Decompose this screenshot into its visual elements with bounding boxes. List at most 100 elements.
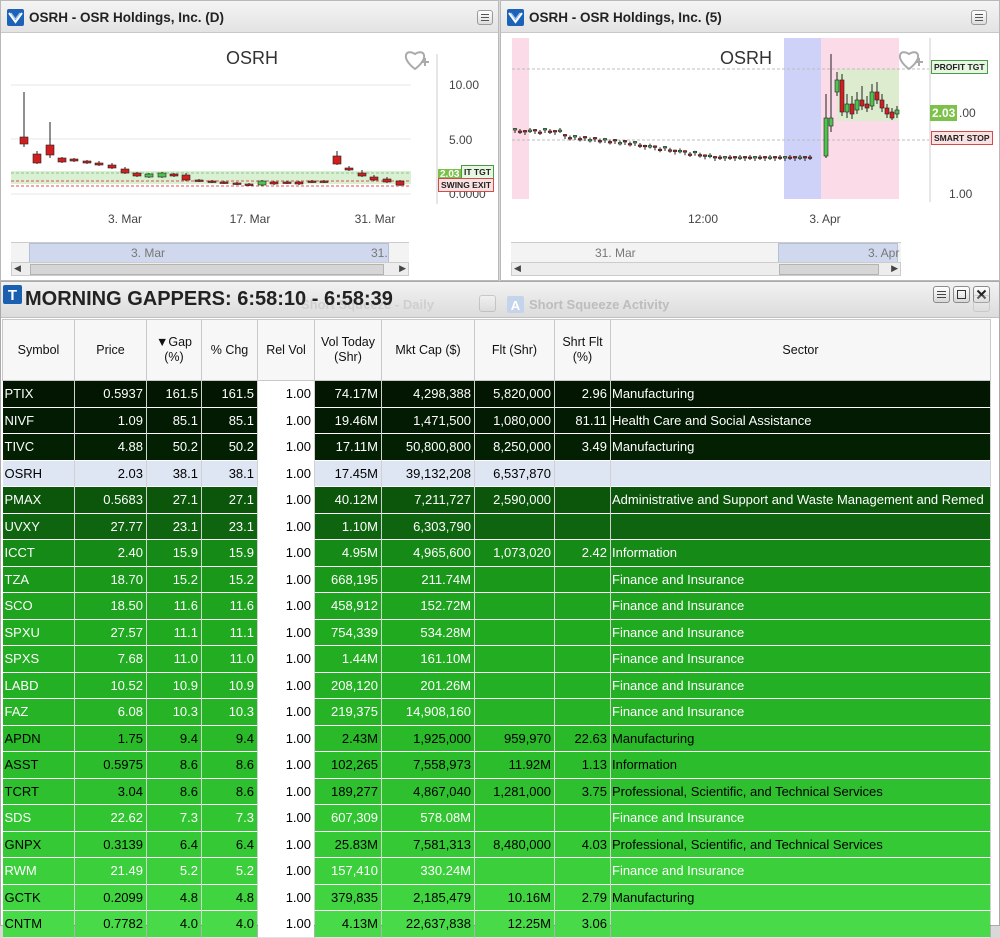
cell-symbol[interactable]: SDS — [2, 804, 75, 832]
candle-body — [607, 141, 613, 144]
cell-symbol[interactable]: GNPX — [2, 831, 75, 858]
intraday-chart-area[interactable]: OSRH 1.00 12:00 3. Apr PROFIT TGT 2.03 .… — [501, 34, 999, 280]
cell-sector: Finance and Insurance — [610, 698, 991, 726]
candle-body — [717, 156, 723, 159]
column-header-9[interactable]: Sector — [610, 319, 991, 381]
cell-symbol[interactable]: TZA — [2, 566, 75, 593]
intraday-navigator-scrollbar[interactable]: ◀ ▶ — [511, 262, 901, 276]
daily-navigator-scrollbar[interactable]: ◀ ▶ — [11, 262, 409, 276]
column-header-7[interactable]: Flt (Shr) — [474, 319, 555, 381]
table-row[interactable]: TZA 18.70 15.2 15.2 1.00 668,195 211.74M Financ… — [2, 566, 991, 593]
cell-symbol[interactable]: GCTK — [2, 884, 75, 911]
daily-scrollbar-thumb[interactable] — [30, 264, 384, 275]
column-header-2[interactable]: ▼Gap (%) — [146, 319, 202, 381]
cell-flt: 8,480,000 — [474, 831, 555, 858]
table-row[interactable]: ASST 0.5975 8.6 8.6 1.00 102,265 7,558,973 11.9… — [2, 751, 991, 779]
cell-relvol: 1.00 — [257, 857, 315, 885]
intraday-navigator-label-start: 31. Mar — [595, 246, 636, 260]
daily-navigator[interactable]: 3. Mar 31. Mar ◀ ▶ — [1, 242, 419, 276]
table-row[interactable]: GCTK 0.2099 4.8 4.8 1.00 379,835 2,185,479 10.1… — [2, 884, 991, 911]
column-header-1[interactable]: Price — [74, 319, 147, 381]
scroll-right-arrow-icon[interactable]: ▶ — [399, 263, 406, 273]
cell-symbol[interactable]: TCRT — [2, 778, 75, 805]
table-row[interactable]: UVXY 27.77 23.1 23.1 1.00 1.10M 6,303,790 — [2, 513, 991, 540]
cell-symbol[interactable]: CNTM — [2, 910, 75, 938]
table-row[interactable]: TIVC 4.88 50.2 50.2 1.00 17.11M 50,800,800 8,25… — [2, 433, 991, 461]
table-row[interactable]: OSRH 2.03 38.1 38.1 1.00 17.45M 39,132,208 6,53… — [2, 460, 991, 487]
cell-flt: 12.25M — [474, 910, 555, 938]
column-header-3[interactable]: % Chg — [201, 319, 258, 381]
daily-chart-titlebar[interactable]: OSRH - OSR Holdings, Inc. (D) — [1, 1, 498, 33]
cell-symbol[interactable]: OSRH — [2, 460, 75, 487]
cell-sector: Finance and Insurance — [610, 566, 991, 593]
daily-navigator-selection[interactable] — [29, 243, 389, 263]
cell-vol: 17.11M — [314, 433, 382, 461]
cell-symbol[interactable]: SCO — [2, 592, 75, 620]
cell-symbol[interactable]: RWM — [2, 857, 75, 885]
cell-symbol[interactable]: PMAX — [2, 486, 75, 514]
table-row[interactable]: TCRT 3.04 8.6 8.6 1.00 189,277 4,867,040 1,281,… — [2, 778, 991, 805]
daily-y-tick-5: 5.00 — [449, 133, 473, 147]
intraday-chart-titlebar[interactable]: OSRH - OSR Holdings, Inc. (5) — [501, 1, 999, 33]
cell-mktcap: 39,132,208 — [381, 460, 475, 487]
cell-symbol[interactable]: TIVC — [2, 433, 75, 461]
table-row[interactable]: CNTM 0.7782 4.0 4.0 1.00 4.13M 22,637,838 12.25… — [2, 910, 991, 938]
cell-vol: 102,265 — [314, 751, 382, 779]
table-row[interactable]: SPXU 27.57 11.1 11.1 1.00 754,339 534.28M Finan… — [2, 619, 991, 646]
column-header-6[interactable]: Mkt Cap ($) — [381, 319, 475, 381]
cell-symbol[interactable]: NIVF — [2, 407, 75, 434]
table-row[interactable]: SPXS 7.68 11.0 11.0 1.00 1.44M 161.10M Finance … — [2, 645, 991, 673]
daily-chart-window: OSRH - OSR Holdings, Inc. (D) OSRH 10.00… — [0, 0, 499, 281]
table-row[interactable]: NIVF 1.09 85.1 85.1 1.00 19.46M 1,471,500 1,080… — [2, 407, 991, 434]
column-header-5[interactable]: Vol Today (Shr) — [314, 319, 382, 381]
intraday-chart-symbol-label: OSRH — [720, 48, 772, 68]
menu-button[interactable] — [933, 286, 950, 303]
column-header-0[interactable]: Symbol — [2, 319, 75, 381]
table-row[interactable]: PMAX 0.5683 27.1 27.1 1.00 40.12M 7,211,727 2,5… — [2, 486, 991, 514]
cell-symbol[interactable]: ICCT — [2, 539, 75, 567]
table-row[interactable]: FAZ 6.08 10.3 10.3 1.00 219,375 14,908,160 Fina… — [2, 698, 991, 726]
candle-body — [82, 160, 92, 164]
candle-body — [344, 167, 354, 171]
cell-symbol[interactable]: PTIX — [2, 380, 75, 408]
candle-body — [732, 156, 738, 159]
cell-price: 0.5975 — [74, 751, 147, 779]
scroll-left-arrow-icon[interactable]: ◀ — [14, 263, 21, 273]
candle-body — [307, 180, 317, 183]
table-header-row: Symbol Price ▼Gap (%)% Chg Rel Vol Vol Today… — [2, 319, 991, 381]
intraday-scrollbar-thumb[interactable] — [779, 264, 879, 275]
candle-body — [395, 180, 405, 186]
column-header-8[interactable]: Shrt Flt (%) — [554, 319, 611, 381]
cell-symbol[interactable]: LABD — [2, 672, 75, 699]
table-row[interactable]: SCO 18.50 11.6 11.6 1.00 458,912 152.72M Financ… — [2, 592, 991, 620]
intraday-candlestick-chart[interactable]: OSRH 1.00 12:00 3. Apr — [501, 34, 1000, 281]
table-row[interactable]: RWM 21.49 5.2 5.2 1.00 157,410 330.24M Finance … — [2, 857, 991, 885]
column-header-4[interactable]: Rel Vol — [257, 319, 315, 381]
cell-symbol[interactable]: SPXU — [2, 619, 75, 646]
cell-symbol[interactable]: ASST — [2, 751, 75, 779]
table-row[interactable]: SDS 22.62 7.3 7.3 1.00 607,309 578.08M Finance … — [2, 804, 991, 832]
close-button[interactable] — [973, 286, 990, 303]
table-row[interactable]: APDN 1.75 9.4 9.4 1.00 2.43M 1,925,000 959,970 2… — [2, 725, 991, 752]
cell-symbol[interactable]: SPXS — [2, 645, 75, 673]
heart-plus-icon[interactable] — [405, 51, 429, 71]
heart-plus-icon[interactable] — [899, 51, 923, 71]
intraday-chart-menu-button[interactable] — [971, 10, 987, 25]
cell-symbol[interactable]: FAZ — [2, 698, 75, 726]
scroll-left-arrow-icon[interactable]: ◀ — [514, 263, 521, 273]
table-row[interactable]: PTIX 0.5937 161.5 161.5 1.00 74.17M 4,298,388 5… — [2, 380, 991, 408]
maximize-button[interactable] — [953, 286, 970, 303]
morning-gappers-titlebar[interactable]: T Short Squeeze - Daily MORNING GAPPERS:… — [1, 282, 999, 318]
cell-sector: Finance and Insurance — [610, 804, 991, 832]
scroll-right-arrow-icon[interactable]: ▶ — [891, 263, 898, 273]
cell-symbol[interactable]: UVXY — [2, 513, 75, 540]
cell-symbol[interactable]: APDN — [2, 725, 75, 752]
table-row[interactable]: GNPX 0.3139 6.4 6.4 1.00 25.83M 7,581,313 8,480… — [2, 831, 991, 858]
daily-chart-area[interactable]: OSRH 10.00 5.00 0.0000 3. Mar 17. Mar 31… — [1, 34, 498, 280]
cell-price: 1.09 — [74, 407, 147, 434]
table-row[interactable]: ICCT 2.40 15.9 15.9 1.00 4.95M 4,965,600 1,073,… — [2, 539, 991, 567]
table-row[interactable]: LABD 10.52 10.9 10.9 1.00 208,120 201.26M Finan… — [2, 672, 991, 699]
intraday-navigator[interactable]: 31. Mar 3. Apr ◀ ▶ — [501, 242, 911, 276]
close-icon — [976, 289, 987, 300]
daily-chart-menu-button[interactable] — [477, 10, 493, 25]
